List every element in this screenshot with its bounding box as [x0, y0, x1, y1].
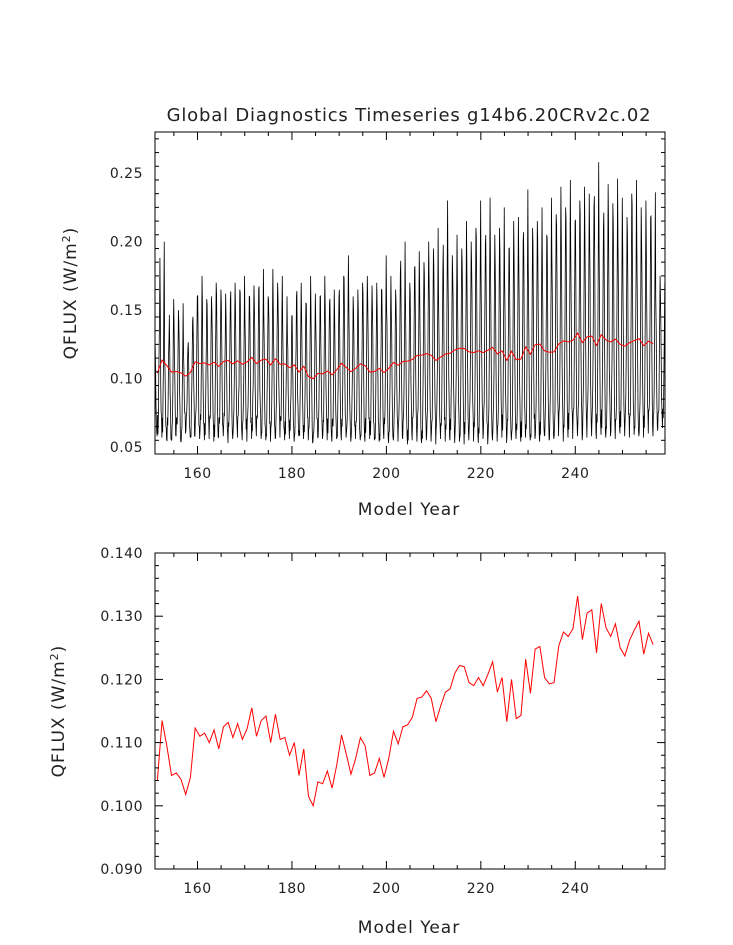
bottom-x-axis-label: Model Year [358, 918, 460, 938]
y-tick-label: 0.20 [110, 235, 143, 251]
y-tick-label: 0.130 [100, 609, 143, 625]
bottom-series-group [156, 595, 654, 808]
y-tick-label: 0.100 [100, 799, 143, 815]
y-tick-label: 0.140 [100, 546, 143, 562]
top-axes: 160 180 200 220 240 0.05 0.10 0.15 0.20 0.25 [110, 132, 665, 482]
bottom-chart: 160 180 200 220 240 0.090 0.100 0.110 0.120 0.130… [48, 546, 666, 938]
y-tick-label: 0.120 [100, 672, 143, 688]
x-tick-label: 180 [278, 466, 306, 482]
series-annual-mean-line [156, 332, 654, 380]
y-tick-label: 0.05 [110, 440, 143, 456]
x-tick-label: 220 [467, 466, 495, 482]
top-y-axis-label: QFLUX (W/m2) [60, 227, 81, 360]
bottom-y-axis-label: QFLUX (W/m2) [48, 645, 69, 778]
top-x-axis-label: Model Year [358, 500, 460, 520]
x-tick-label: 240 [561, 466, 589, 482]
x-tick-label: 220 [467, 881, 495, 897]
y-tick-label: 0.090 [100, 862, 143, 878]
x-tick-label: 180 [278, 881, 306, 897]
bottom-plot-frame [154, 552, 666, 870]
y-tick-label: 0.25 [110, 166, 143, 182]
x-tick-label: 200 [372, 881, 400, 897]
series-monthly-line [154, 162, 666, 445]
x-tick-label: 160 [183, 881, 211, 897]
bottom-axes: 160 180 200 220 240 0.090 0.100 0.110 0.120 0.130… [100, 546, 665, 897]
y-tick-label: 0.110 [100, 736, 143, 752]
series-annual-mean-line [156, 595, 654, 808]
top-chart: Global Diagnostics Timeseries g14b6.20CR… [60, 105, 666, 520]
x-tick-label: 160 [183, 466, 211, 482]
y-tick-label: 0.10 [110, 372, 143, 388]
x-tick-label: 240 [561, 881, 589, 897]
y-tick-label: 0.15 [110, 303, 143, 319]
top-series-group [154, 162, 666, 445]
x-tick-label: 200 [372, 466, 400, 482]
chart-title: Global Diagnostics Timeseries g14b6.20CR… [167, 105, 652, 126]
